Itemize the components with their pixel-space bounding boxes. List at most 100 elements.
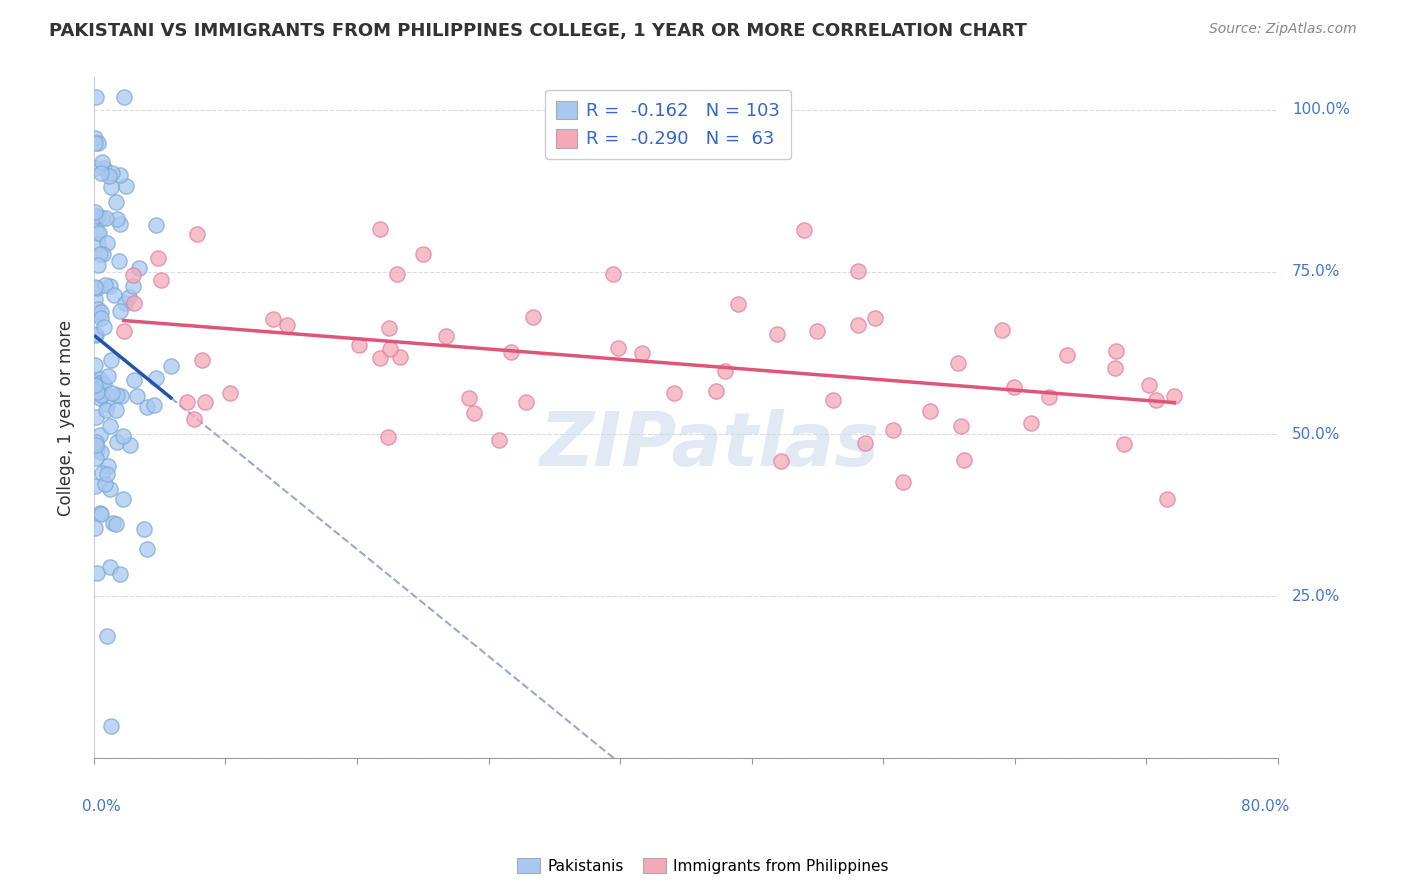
- Point: [111, 492, 134, 507]
- Point: [863, 310, 886, 325]
- Point: [122, 268, 145, 282]
- Point: [118, 437, 141, 451]
- Point: [122, 295, 145, 310]
- Point: [191, 352, 214, 367]
- Point: [821, 392, 844, 407]
- Point: [112, 90, 135, 104]
- Point: [84, 280, 107, 294]
- Point: [90, 387, 112, 401]
- Point: [846, 264, 869, 278]
- Point: [101, 165, 124, 179]
- Point: [84, 328, 107, 343]
- Point: [104, 194, 127, 209]
- Point: [1144, 392, 1167, 407]
- Point: [1163, 389, 1185, 403]
- Point: [91, 378, 114, 392]
- Text: ZIPatlas: ZIPatlas: [540, 409, 880, 482]
- Point: [918, 404, 941, 418]
- Point: [98, 279, 121, 293]
- Point: [84, 378, 107, 392]
- Point: [882, 423, 904, 437]
- Point: [114, 295, 136, 310]
- Point: [142, 398, 165, 412]
- Point: [146, 251, 169, 265]
- Point: [84, 479, 107, 493]
- Point: [853, 435, 876, 450]
- Point: [100, 719, 122, 733]
- Point: [94, 403, 117, 417]
- Point: [89, 507, 111, 521]
- Point: [765, 327, 787, 342]
- Point: [631, 346, 654, 360]
- Point: [84, 204, 107, 219]
- Point: [136, 401, 159, 415]
- Point: [952, 453, 974, 467]
- Y-axis label: College, 1 year or more: College, 1 year or more: [58, 320, 75, 516]
- Point: [89, 226, 111, 240]
- Point: [770, 453, 793, 467]
- Point: [1105, 343, 1128, 358]
- Point: [368, 222, 391, 236]
- Point: [132, 522, 155, 536]
- Text: 25.0%: 25.0%: [1292, 589, 1340, 604]
- Point: [98, 418, 121, 433]
- Point: [112, 429, 135, 443]
- Legend: Pakistanis, Immigrants from Philippines: Pakistanis, Immigrants from Philippines: [512, 852, 894, 880]
- Point: [1104, 360, 1126, 375]
- Point: [434, 329, 457, 343]
- Point: [602, 267, 624, 281]
- Point: [347, 337, 370, 351]
- Point: [1156, 491, 1178, 506]
- Point: [950, 419, 973, 434]
- Point: [84, 438, 107, 452]
- Point: [121, 278, 143, 293]
- Point: [96, 629, 118, 643]
- Point: [90, 304, 112, 318]
- Text: 100.0%: 100.0%: [1292, 103, 1350, 118]
- Point: [97, 169, 120, 183]
- Point: [463, 405, 485, 419]
- Point: [86, 136, 108, 151]
- Point: [219, 386, 242, 401]
- Point: [86, 226, 108, 240]
- Point: [87, 258, 110, 272]
- Point: [368, 351, 391, 365]
- Text: Source: ZipAtlas.com: Source: ZipAtlas.com: [1209, 22, 1357, 37]
- Text: PAKISTANI VS IMMIGRANTS FROM PHILIPPINES COLLEGE, 1 YEAR OR MORE CORRELATION CHA: PAKISTANI VS IMMIGRANTS FROM PHILIPPINES…: [49, 22, 1028, 40]
- Point: [522, 310, 544, 325]
- Point: [1002, 380, 1025, 394]
- Point: [93, 161, 115, 176]
- Point: [89, 247, 111, 261]
- Point: [100, 179, 122, 194]
- Point: [108, 304, 131, 318]
- Point: [86, 236, 108, 251]
- Point: [89, 428, 111, 442]
- Point: [846, 318, 869, 332]
- Point: [96, 397, 118, 411]
- Point: [128, 261, 150, 276]
- Point: [946, 356, 969, 370]
- Point: [145, 371, 167, 385]
- Point: [89, 391, 111, 405]
- Point: [84, 161, 107, 175]
- Point: [1137, 378, 1160, 392]
- Point: [145, 218, 167, 232]
- Point: [86, 442, 108, 456]
- Point: [276, 318, 298, 333]
- Point: [87, 301, 110, 316]
- Point: [90, 311, 112, 326]
- Point: [893, 475, 915, 490]
- Point: [262, 311, 284, 326]
- Point: [377, 430, 399, 444]
- Point: [704, 384, 727, 399]
- Point: [108, 217, 131, 231]
- Point: [662, 386, 685, 401]
- Point: [105, 435, 128, 450]
- Point: [990, 323, 1012, 337]
- Point: [84, 326, 107, 341]
- Point: [86, 384, 108, 399]
- Point: [105, 211, 128, 226]
- Point: [135, 541, 157, 556]
- Point: [91, 211, 114, 225]
- Point: [90, 466, 112, 480]
